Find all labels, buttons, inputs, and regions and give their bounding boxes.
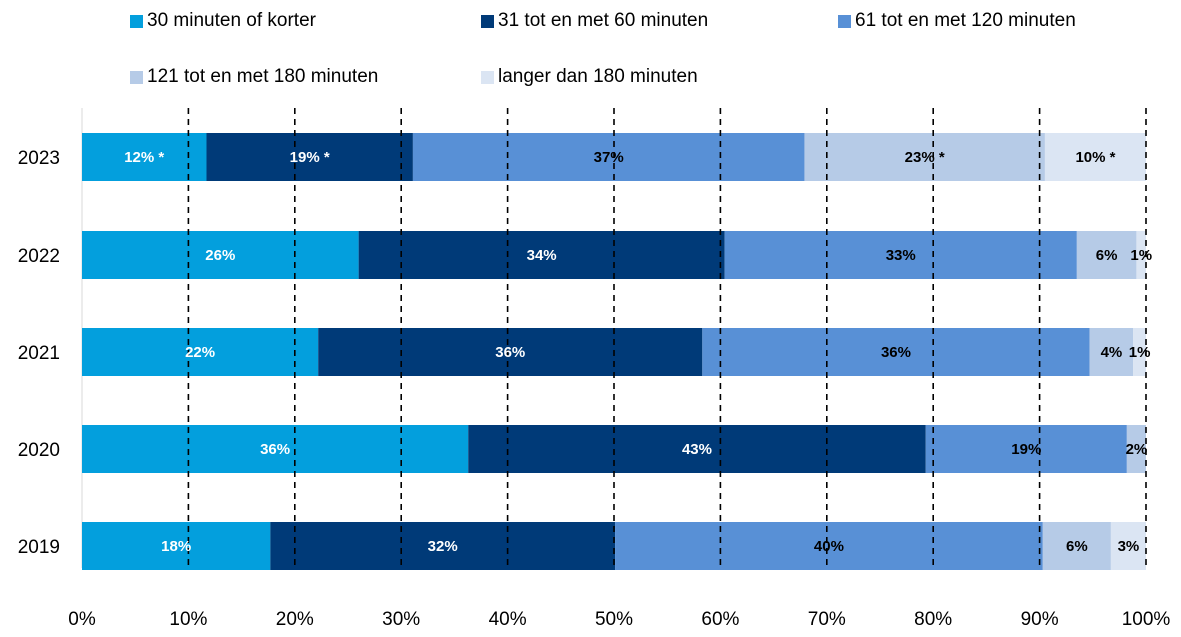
bar-segment (270, 522, 616, 570)
bar-segment (1042, 522, 1111, 570)
bar-segment (318, 328, 703, 376)
data-label: 37% (594, 149, 624, 166)
bar-segment (1089, 328, 1134, 376)
bar-segment (1133, 328, 1146, 376)
data-label: 18% (161, 538, 191, 555)
bar-segment (702, 328, 1090, 376)
x-tick-label: 50% (595, 609, 633, 630)
data-label: 12% * (124, 149, 164, 166)
bar-segment (804, 133, 1045, 181)
data-label: 43% (682, 441, 712, 458)
legend-label: langer dan 180 minuten (498, 66, 698, 87)
category-label: 2019 (18, 537, 60, 558)
bar-segment (615, 522, 1043, 570)
category-label: 2022 (18, 246, 60, 267)
data-label: 36% (495, 344, 525, 361)
data-label: 33% (886, 247, 916, 264)
x-tick-label: 0% (68, 609, 96, 630)
data-label: 2% (1126, 441, 1148, 458)
data-label: 10% * (1075, 149, 1115, 166)
x-tick-label: 60% (701, 609, 739, 630)
x-tick-label: 80% (914, 609, 952, 630)
data-label: 4% (1101, 344, 1123, 361)
data-label: 6% (1066, 538, 1088, 555)
bar-segment (82, 425, 469, 473)
category-label: 2020 (18, 440, 60, 461)
bar-segment (82, 328, 319, 376)
data-label: 6% (1096, 247, 1118, 264)
bar-segment (206, 133, 413, 181)
data-label: 19% (1011, 441, 1041, 458)
legend-swatch (481, 70, 494, 84)
legend-item: langer dan 180 minuten (481, 65, 698, 89)
data-label: 26% (205, 247, 235, 264)
legend-label: 31 tot en met 60 minuten (498, 10, 709, 31)
legend-swatch (838, 14, 851, 28)
x-tick-label: 30% (382, 609, 420, 630)
bar-segment (1110, 522, 1146, 570)
x-tick-label: 10% (169, 609, 207, 630)
x-tick-label: 40% (489, 609, 527, 630)
bar-segment (412, 133, 805, 181)
data-label: 1% (1130, 247, 1152, 264)
bar-segment (82, 133, 207, 181)
legend-item: 61 tot en met 120 minuten (838, 9, 1076, 33)
x-tick-label: 20% (276, 609, 314, 630)
legend: 30 minuten of korter 31 tot en met 60 min… (0, 0, 1181, 110)
data-label: 36% (881, 344, 911, 361)
category-label: 2021 (18, 343, 60, 364)
data-label: 36% (260, 441, 290, 458)
bar-segment (1126, 425, 1146, 473)
bar-segment (1044, 133, 1146, 181)
data-label: 34% (527, 247, 557, 264)
legend-label: 121 tot en met 180 minuten (147, 66, 379, 87)
legend-item: 31 tot en met 60 minuten (481, 9, 708, 33)
data-label: 19% * (290, 149, 330, 166)
x-tick-label: 90% (1021, 609, 1059, 630)
legend-swatch (481, 14, 494, 28)
bar-segment (1136, 231, 1146, 279)
legend-label: 61 tot en met 120 minuten (855, 10, 1076, 31)
data-label: 32% (428, 538, 458, 555)
data-label: 23% * (905, 149, 945, 166)
data-label: 1% (1129, 344, 1151, 361)
bar-segment (925, 425, 1127, 473)
legend-item: 30 minuten of korter (130, 9, 316, 33)
bar-segment (468, 425, 926, 473)
data-label: 3% (1118, 538, 1140, 555)
x-tick-label: 70% (808, 609, 846, 630)
x-tick-label: 100% (1122, 609, 1171, 630)
legend-label: 30 minuten of korter (147, 10, 316, 31)
category-label: 2023 (18, 148, 60, 169)
data-label: 40% (814, 538, 844, 555)
bar-segment (358, 231, 725, 279)
legend-item: 121 tot en met 180 minuten (130, 65, 378, 89)
bar-segment (82, 231, 359, 279)
data-label: 22% (185, 344, 215, 361)
legend-swatch (130, 70, 143, 84)
bar-segment (82, 522, 271, 570)
bar-segment (1076, 231, 1137, 279)
legend-swatch (130, 14, 143, 28)
bar-segment (724, 231, 1077, 279)
